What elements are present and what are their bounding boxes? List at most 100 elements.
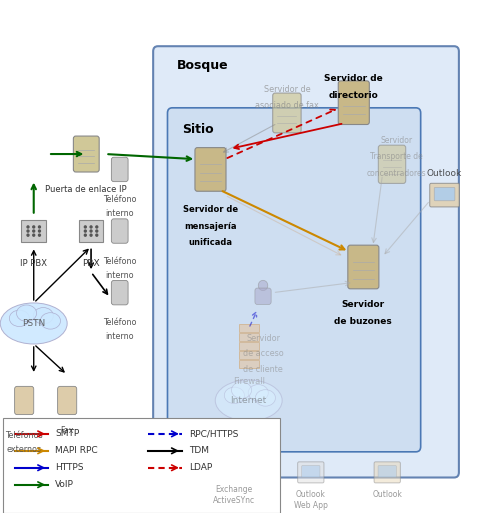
- Text: Outlook: Outlook: [372, 490, 402, 500]
- Text: Transporte de: Transporte de: [370, 152, 423, 162]
- Circle shape: [96, 230, 98, 232]
- Circle shape: [39, 230, 41, 232]
- FancyArrowPatch shape: [372, 177, 382, 243]
- Text: Teléfono: Teléfono: [103, 195, 136, 204]
- Text: Internet: Internet: [230, 396, 267, 405]
- Text: interno: interno: [106, 270, 134, 280]
- Circle shape: [27, 226, 29, 228]
- FancyBboxPatch shape: [111, 281, 128, 305]
- FancyBboxPatch shape: [239, 334, 259, 340]
- FancyBboxPatch shape: [15, 386, 34, 415]
- Text: Servidor de: Servidor de: [263, 85, 310, 94]
- Circle shape: [39, 226, 41, 228]
- Text: interno: interno: [106, 332, 134, 341]
- Text: Sitio: Sitio: [182, 123, 214, 136]
- Text: Servidor: Servidor: [342, 300, 385, 310]
- FancyBboxPatch shape: [273, 93, 301, 133]
- FancyBboxPatch shape: [302, 466, 320, 477]
- Ellipse shape: [224, 387, 244, 404]
- Text: MAPI RPC: MAPI RPC: [55, 447, 98, 455]
- FancyArrowPatch shape: [32, 185, 36, 213]
- FancyBboxPatch shape: [167, 108, 421, 452]
- FancyBboxPatch shape: [239, 351, 259, 358]
- FancyArrowPatch shape: [93, 274, 108, 294]
- FancyBboxPatch shape: [22, 220, 46, 243]
- Text: asociado de fax: asociado de fax: [255, 101, 319, 110]
- Text: PSTN: PSTN: [22, 319, 45, 328]
- FancyArrowPatch shape: [223, 191, 345, 249]
- Circle shape: [258, 280, 268, 290]
- Ellipse shape: [17, 305, 37, 321]
- FancyBboxPatch shape: [434, 187, 455, 201]
- FancyBboxPatch shape: [374, 462, 401, 483]
- Text: Teléfono: Teléfono: [103, 256, 136, 266]
- FancyBboxPatch shape: [195, 148, 226, 191]
- FancyBboxPatch shape: [79, 220, 103, 243]
- Circle shape: [33, 226, 35, 228]
- FancyBboxPatch shape: [255, 288, 271, 304]
- FancyBboxPatch shape: [378, 145, 406, 183]
- Ellipse shape: [41, 313, 61, 329]
- FancyArrowPatch shape: [234, 124, 341, 149]
- FancyArrowPatch shape: [89, 249, 93, 267]
- Circle shape: [27, 234, 29, 236]
- Circle shape: [90, 226, 92, 228]
- FancyArrowPatch shape: [224, 125, 275, 152]
- Text: Teléfonos: Teléfonos: [5, 431, 43, 440]
- FancyArrowPatch shape: [275, 281, 350, 293]
- Circle shape: [84, 234, 86, 236]
- Text: Servidor: Servidor: [380, 136, 413, 145]
- Text: concentradores: concentradores: [367, 169, 426, 178]
- Circle shape: [96, 226, 98, 228]
- FancyBboxPatch shape: [111, 219, 128, 243]
- Text: Firewall: Firewall: [233, 377, 265, 386]
- FancyArrowPatch shape: [32, 347, 36, 370]
- Text: mensajería: mensajería: [184, 222, 237, 231]
- Circle shape: [90, 234, 92, 236]
- Ellipse shape: [33, 307, 54, 324]
- FancyArrowPatch shape: [36, 346, 64, 372]
- FancyArrowPatch shape: [108, 154, 191, 161]
- Circle shape: [90, 230, 92, 232]
- Ellipse shape: [248, 385, 268, 401]
- Ellipse shape: [215, 380, 282, 421]
- Text: PBX: PBX: [82, 259, 100, 268]
- Text: de acceso: de acceso: [243, 349, 283, 358]
- Text: SMTP: SMTP: [55, 430, 79, 438]
- FancyBboxPatch shape: [239, 342, 259, 350]
- Text: LDAP: LDAP: [189, 464, 212, 472]
- Text: Servidor de: Servidor de: [183, 205, 238, 214]
- Text: de buzones: de buzones: [335, 317, 392, 326]
- Circle shape: [84, 230, 86, 232]
- Circle shape: [84, 226, 86, 228]
- FancyBboxPatch shape: [378, 466, 396, 477]
- Text: de cliente: de cliente: [243, 365, 283, 373]
- FancyBboxPatch shape: [226, 453, 243, 477]
- Text: Puerta de enlace IP: Puerta de enlace IP: [45, 185, 127, 194]
- FancyBboxPatch shape: [338, 81, 369, 125]
- Ellipse shape: [231, 382, 251, 399]
- FancyBboxPatch shape: [298, 462, 324, 483]
- Text: Teléfono: Teléfono: [103, 318, 136, 328]
- Text: TDM: TDM: [189, 447, 209, 455]
- Circle shape: [33, 230, 35, 232]
- Circle shape: [33, 234, 35, 236]
- FancyBboxPatch shape: [239, 360, 259, 368]
- Text: Bosque: Bosque: [177, 59, 228, 72]
- FancyArrowPatch shape: [36, 249, 88, 301]
- Text: IP PBX: IP PBX: [20, 259, 47, 268]
- FancyArrowPatch shape: [51, 152, 81, 156]
- Text: unificada: unificada: [188, 238, 232, 247]
- Text: interno: interno: [106, 209, 134, 218]
- Text: directorio: directorio: [329, 91, 379, 100]
- Circle shape: [39, 234, 41, 236]
- FancyArrowPatch shape: [250, 312, 257, 326]
- Circle shape: [27, 230, 29, 232]
- Ellipse shape: [0, 303, 67, 344]
- FancyBboxPatch shape: [348, 245, 379, 289]
- FancyArrowPatch shape: [227, 196, 341, 255]
- Text: HTTPS: HTTPS: [55, 464, 84, 472]
- FancyArrowPatch shape: [385, 202, 428, 254]
- FancyBboxPatch shape: [239, 324, 259, 332]
- FancyBboxPatch shape: [111, 157, 128, 182]
